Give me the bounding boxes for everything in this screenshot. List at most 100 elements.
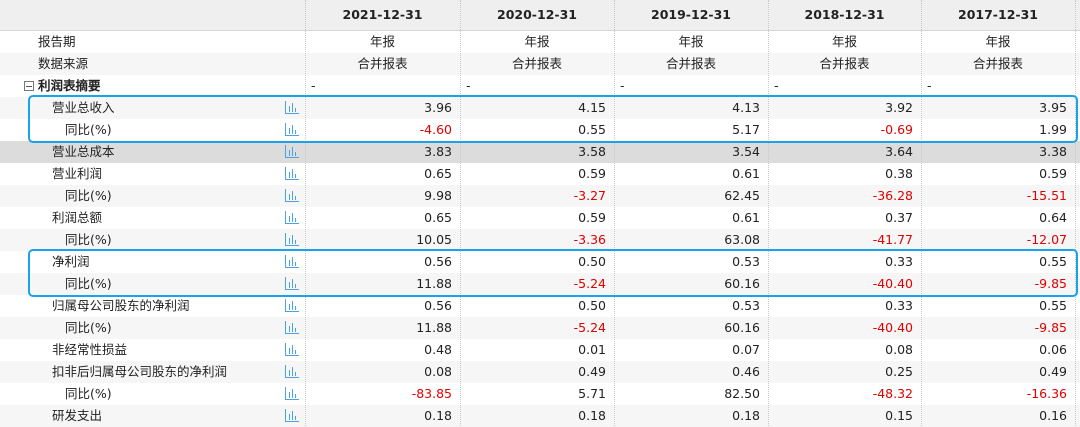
table-cell: 0.15 (885, 408, 913, 423)
chart-icon[interactable] (285, 123, 299, 136)
table-cell: 60.16 (724, 276, 760, 291)
row-label: 利润表摘要 (38, 78, 101, 93)
table-cell: -9.85 (1034, 320, 1067, 335)
table-cell: 11.88 (416, 276, 452, 291)
column-date: 2021-12-31 (342, 7, 423, 22)
table-cell: 0.65 (424, 210, 452, 225)
table-cell: 62.45 (724, 188, 760, 203)
table-cell: -16.36 (1026, 386, 1067, 401)
chart-icon[interactable] (285, 211, 299, 224)
table-row (0, 273, 1080, 295)
chart-icon[interactable] (285, 255, 299, 268)
chart-icon[interactable] (285, 365, 299, 378)
icon-bar (289, 128, 290, 134)
table-cell: 3.95 (1039, 100, 1067, 115)
table-cell: 0.37 (885, 210, 913, 225)
table-cell: 11.88 (416, 320, 452, 335)
table-cell: 0.56 (424, 298, 452, 313)
icon-bar (295, 240, 296, 244)
table-cell: 0.33 (885, 298, 913, 313)
chart-icon[interactable] (285, 321, 299, 334)
icon-bar (292, 125, 293, 134)
chart-icon[interactable] (285, 387, 299, 400)
icon-bar (292, 213, 293, 222)
row-label: 营业利润 (52, 166, 103, 181)
icon-bar (292, 169, 293, 178)
icon-bar (292, 103, 293, 112)
chart-icon[interactable] (285, 299, 299, 312)
column-separator (1075, 0, 1076, 426)
icon-bar (295, 284, 296, 288)
icon-bar (292, 389, 293, 398)
table-cell: 0.49 (578, 364, 606, 379)
table-cell: 0.59 (1039, 166, 1067, 181)
icon-bar (289, 304, 290, 310)
table-cell: 0.18 (732, 408, 760, 423)
highlight-box (28, 95, 1078, 143)
icon-bar (295, 262, 296, 266)
table-cell: 年报 (831, 34, 857, 49)
icon-bar (295, 350, 296, 354)
table-row (0, 163, 1080, 185)
table-cell: 合并报表 (819, 56, 870, 71)
table-cell: 9.98 (424, 188, 452, 203)
row-label: 数据来源 (38, 56, 89, 71)
icon-bar (295, 108, 296, 112)
icon-bar (289, 194, 290, 200)
chart-icon[interactable] (285, 167, 299, 180)
chart-icon[interactable] (285, 409, 299, 422)
row-label: 利润总额 (52, 210, 103, 225)
table-cell: -83.85 (411, 386, 452, 401)
row-label: 研发支出 (52, 408, 103, 423)
column-separator (768, 0, 769, 426)
table-cell: 0.25 (885, 364, 913, 379)
chart-icon[interactable] (285, 101, 299, 114)
table-cell: 4.15 (578, 100, 606, 115)
icon-bar (289, 414, 290, 420)
table-row (0, 185, 1080, 207)
table-cell: 合并报表 (972, 56, 1023, 71)
table-cell: 年报 (985, 34, 1011, 49)
row-label: 营业总收入 (52, 100, 115, 115)
table-cell: 0.59 (578, 166, 606, 181)
table-cell: 0.16 (1039, 408, 1067, 423)
table-cell: 60.16 (724, 320, 760, 335)
table-cell: -3.36 (573, 232, 606, 247)
icon-bar (295, 218, 296, 222)
table-row (0, 207, 1080, 229)
icon-bar (295, 416, 296, 420)
table-cell: 3.83 (424, 144, 452, 159)
icon-bar (292, 367, 293, 376)
table-row (0, 229, 1080, 251)
row-label: 同比(%) (65, 386, 112, 401)
icon-bar (289, 106, 290, 112)
table-row (0, 251, 1080, 273)
table-cell: 0.38 (885, 166, 913, 181)
table-cell: 0.01 (578, 342, 606, 357)
table-cell: - (311, 78, 316, 93)
chart-icon[interactable] (285, 233, 299, 246)
icon-bar (289, 282, 290, 288)
table-cell: -40.40 (872, 320, 913, 335)
chart-icon[interactable] (285, 343, 299, 356)
row-label: 同比(%) (65, 122, 112, 137)
table-cell: 0.59 (578, 210, 606, 225)
table-cell: -40.40 (872, 276, 913, 291)
chart-icon[interactable] (285, 277, 299, 290)
chart-icon[interactable] (285, 189, 299, 202)
icon-bar (292, 235, 293, 244)
row-label: 扣非后归属母公司股东的净利润 (52, 364, 228, 379)
table-cell: 0.18 (424, 408, 452, 423)
chart-icon[interactable] (285, 145, 299, 158)
row-label: 营业总成本 (52, 144, 115, 159)
table-cell: 合并报表 (511, 56, 562, 71)
table-cell: - (466, 78, 471, 93)
table-cell: 年报 (678, 34, 704, 49)
table-cell: - (927, 78, 932, 93)
table-row (0, 31, 1080, 53)
table-cell: 0.08 (885, 342, 913, 357)
table-cell: 0.33 (885, 254, 913, 269)
icon-bar (295, 306, 296, 310)
table-cell: - (620, 78, 625, 93)
